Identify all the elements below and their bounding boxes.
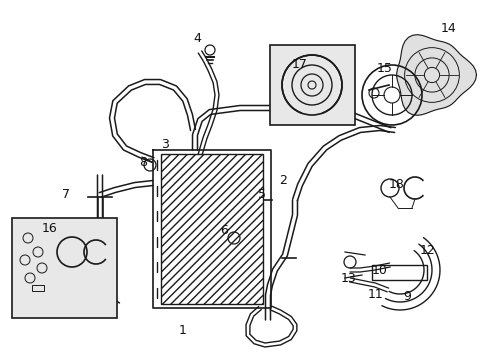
Bar (161, 154, 263, 304)
Bar (371, 265, 426, 280)
Text: 10: 10 (371, 264, 387, 276)
Text: 11: 11 (367, 288, 383, 302)
Text: 15: 15 (376, 62, 392, 75)
Text: 4: 4 (193, 31, 201, 45)
Bar (269, 45, 354, 125)
Text: 13: 13 (341, 271, 356, 284)
Text: 2: 2 (279, 174, 286, 186)
Bar (32, 285, 44, 291)
Text: 12: 12 (419, 243, 435, 256)
Text: 9: 9 (402, 291, 410, 303)
Bar (12, 218, 117, 318)
Text: 6: 6 (220, 224, 227, 237)
Text: 14: 14 (440, 22, 456, 35)
Text: 5: 5 (258, 189, 265, 202)
Text: 17: 17 (291, 58, 307, 72)
Text: 1: 1 (179, 324, 186, 337)
Text: 3: 3 (161, 139, 168, 152)
Text: 8: 8 (139, 157, 147, 170)
Text: 7: 7 (62, 189, 70, 202)
Text: 16: 16 (42, 221, 58, 234)
Polygon shape (396, 35, 475, 115)
Text: 18: 18 (388, 179, 404, 192)
